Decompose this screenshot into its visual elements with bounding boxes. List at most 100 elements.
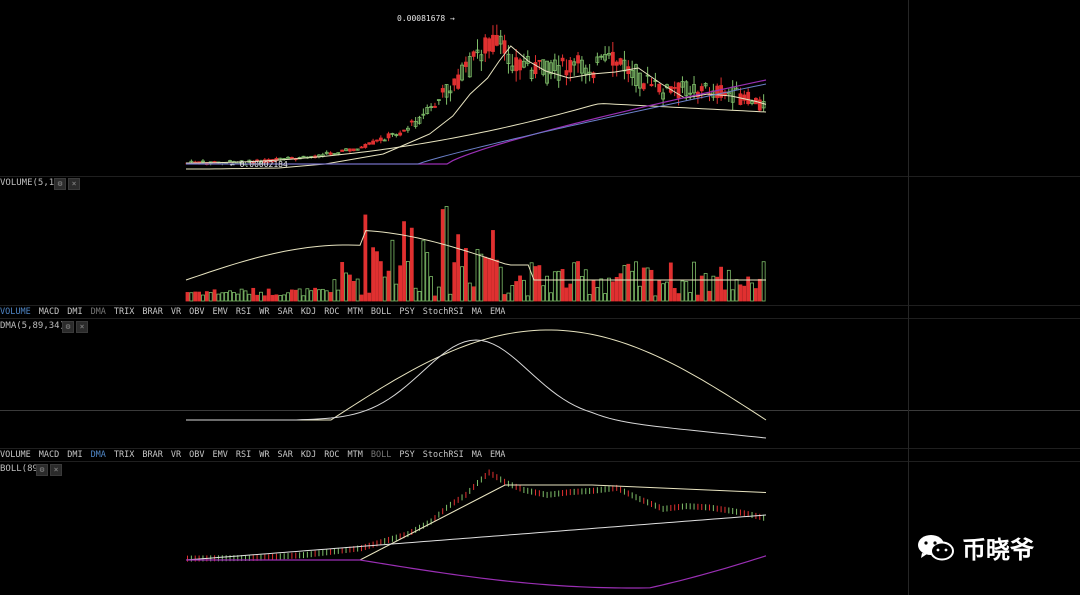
volume-bar [278,295,283,302]
tab-emv[interactable]: EMV [212,307,228,317]
tab-boll[interactable]: BOLL [370,450,392,460]
volume-bar [475,249,480,302]
settings-icon[interactable]: ⚙ [54,178,66,190]
tab-roc[interactable]: ROC [324,450,340,460]
volume-bar [649,269,654,302]
tab-ema[interactable]: EMA [489,307,506,317]
wechat-watermark: 币晓爷 [916,530,1034,565]
volume-bar [444,206,449,302]
tab-sar[interactable]: SAR [277,450,293,460]
tab-wr[interactable]: WR [259,307,270,317]
volume-bar [638,285,642,302]
close-icon[interactable]: × [76,321,88,333]
tab-ma[interactable]: MA [471,307,482,317]
tab-boll[interactable]: BOLL [370,307,392,317]
tab-macd[interactable]: MACD [38,307,60,317]
candle-body [351,148,356,152]
tab-roc[interactable]: ROC [324,307,340,317]
close-icon[interactable]: × [68,178,80,190]
candle-body [568,60,573,73]
volume-bar [289,289,294,302]
tab-stochrsi[interactable]: StochRSI [422,450,464,460]
volume-bar [448,293,453,302]
volume-bar [394,283,399,302]
tab-dmi[interactable]: DMI [67,450,83,460]
volume-bar [595,287,600,302]
candle-body [564,70,569,76]
tab-trix[interactable]: TRIX [113,307,135,317]
tab-brar[interactable]: BRAR [142,450,163,460]
candle-body [398,132,403,136]
volume-bar [297,288,302,302]
candle-body [475,49,480,54]
volume-bar [587,294,592,302]
candle-body [405,127,410,131]
tab-mtm[interactable]: MTM [347,450,363,460]
tab-rsi[interactable]: RSI [235,450,252,460]
volume-bar [386,270,391,302]
candle-body [386,133,391,139]
candle-body [630,69,635,78]
tab-kdj[interactable]: KDJ [300,450,317,460]
volume-bar [301,295,306,302]
tab-dmi[interactable]: DMI [67,307,83,317]
volume-bar [510,285,515,302]
tab-dma[interactable]: DMA [90,307,106,317]
tab-volume[interactable]: VOLUME [0,450,31,460]
settings-icon[interactable]: ⚙ [36,464,48,476]
candle-body [549,62,553,75]
volume-bar [576,261,580,302]
volume-bar [525,295,530,302]
volume-pane-label: VOLUME(5,13) [0,178,66,188]
pane-separator [0,176,1080,177]
tab-volume[interactable]: VOLUME [0,307,31,317]
tab-trix[interactable]: TRIX [113,450,135,460]
volume-bar [185,292,190,302]
close-icon[interactable]: × [50,464,62,476]
tab-ma[interactable]: MA [471,450,482,460]
candle-body [692,84,696,94]
candle-body [657,83,662,93]
volume-bar [518,275,522,302]
low-price-label: ← 0.00002184 [230,160,288,169]
tab-stochrsi[interactable]: StochRSI [422,307,464,317]
tab-vr[interactable]: VR [170,450,182,460]
ama-line [186,339,767,439]
tab-dma[interactable]: DMA [90,450,106,460]
tab-psy[interactable]: PSY [399,450,415,460]
volume-bar [436,286,441,302]
volume-bar [703,273,708,302]
candle-body [355,148,360,151]
settings-icon[interactable]: ⚙ [62,321,74,333]
volume-bar [757,278,762,302]
tab-vr[interactable]: VR [170,307,182,317]
volume-bar [255,294,260,302]
volume-bar [440,209,445,302]
tab-mtm[interactable]: MTM [347,307,363,317]
candle-body [618,58,623,65]
volume-bar [684,281,689,302]
candle-body [371,140,376,145]
tab-obv[interactable]: OBV [189,450,205,460]
tab-macd[interactable]: MACD [38,450,60,460]
wechat-icon [916,532,956,564]
tab-sar[interactable]: SAR [277,307,293,317]
tab-emv[interactable]: EMV [212,450,228,460]
tab-kdj[interactable]: KDJ [300,307,317,317]
candle-body [390,132,395,135]
volume-bar [452,262,457,302]
tab-wr[interactable]: WR [259,450,270,460]
tab-psy[interactable]: PSY [399,307,415,317]
volume-bar [591,280,596,302]
volume-bar [726,269,731,302]
volume-bar [259,291,263,302]
tab-rsi[interactable]: RSI [235,307,252,317]
volume-bar [560,269,565,302]
tab-obv[interactable]: OBV [189,307,205,317]
candle-body [375,139,379,142]
candle-body [452,78,457,86]
tab-ema[interactable]: EMA [489,450,506,460]
tab-brar[interactable]: BRAR [142,307,163,317]
